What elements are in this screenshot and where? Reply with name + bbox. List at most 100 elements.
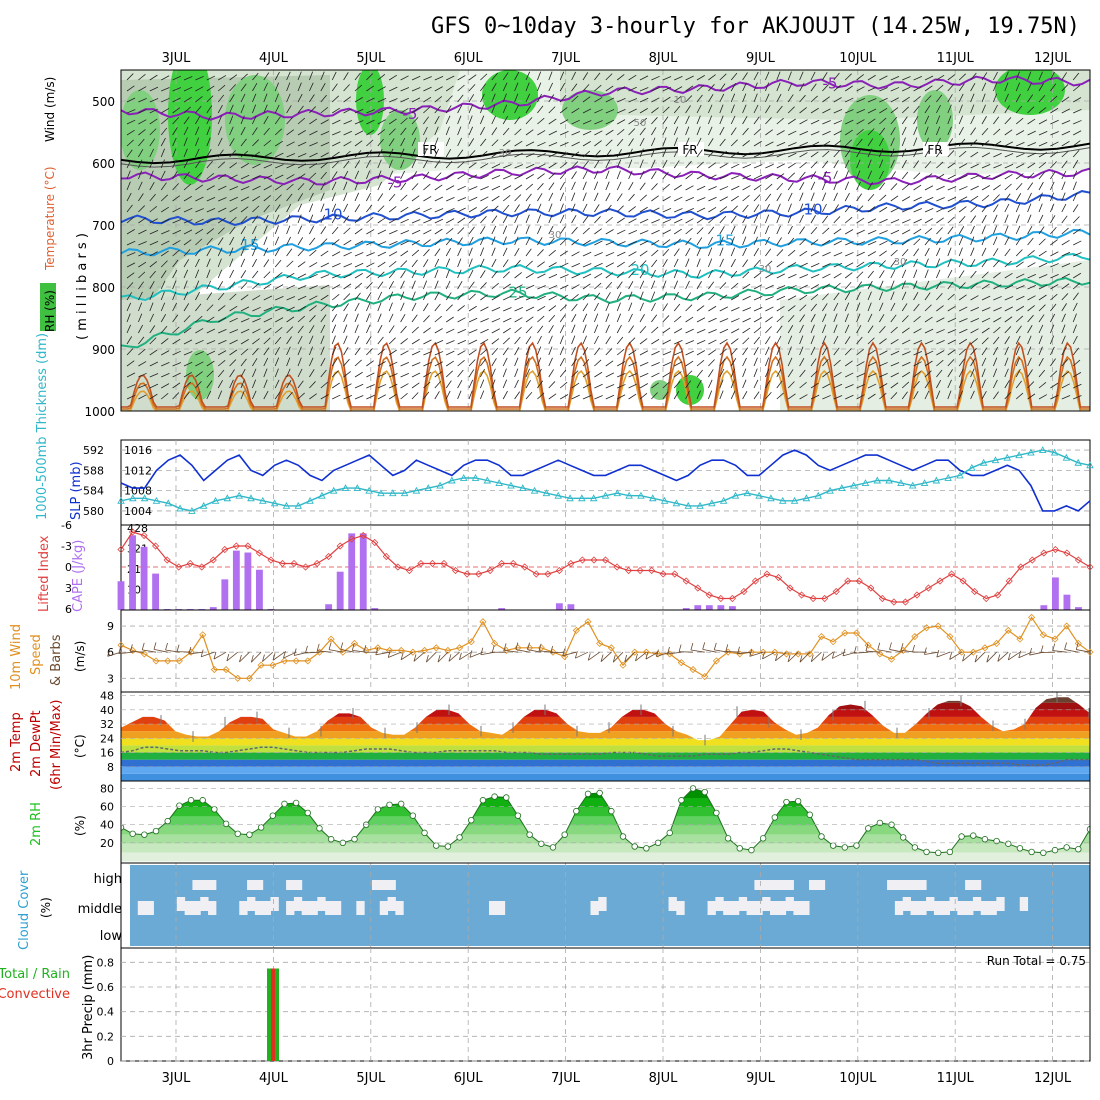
wind-barb <box>217 305 226 312</box>
wind-barb <box>138 170 143 180</box>
wind-barb <box>708 162 716 169</box>
wind-barb <box>890 350 900 356</box>
wind-barb <box>1015 93 1021 103</box>
wind-barb <box>126 97 136 103</box>
date-tick-bottom: 3JUL <box>162 1071 192 1086</box>
temp-contour-label: 15 <box>715 232 734 250</box>
wind-barb <box>810 83 817 92</box>
wind-barb <box>297 295 307 301</box>
wind-barb <box>423 148 428 158</box>
wind-barb <box>445 85 454 92</box>
wind-barb <box>525 82 530 92</box>
wind-barb <box>1004 368 1009 378</box>
wind-barbs-label: & Barbs <box>49 634 64 686</box>
wind-barb <box>354 359 362 367</box>
wind-barb <box>445 292 452 301</box>
wind-barb <box>890 259 897 268</box>
wind-barb <box>833 216 841 224</box>
wind-barb <box>833 272 842 279</box>
wind-barb <box>1027 393 1036 400</box>
wind-barb <box>445 269 450 279</box>
wind-barb <box>947 329 957 334</box>
wind-barb <box>400 325 407 334</box>
wind-speed-marker <box>514 644 522 652</box>
y-tick-label: 3 <box>107 672 114 685</box>
wind-barb <box>1073 97 1082 103</box>
wind-barb <box>138 261 147 268</box>
thickness-marker <box>968 463 976 471</box>
wind-barb-flag <box>469 650 473 658</box>
wind-barb <box>742 93 747 103</box>
wind-barb <box>1038 94 1046 103</box>
wind-barb <box>525 105 532 114</box>
date-tick-top: 7JUL <box>551 51 581 66</box>
wind-barb <box>480 247 485 257</box>
wind-barb-10m <box>679 651 694 653</box>
wind-barb <box>753 346 759 356</box>
rh-contour-label: 30 <box>549 230 562 241</box>
wind-barb <box>172 97 181 103</box>
wind-barb <box>240 138 247 147</box>
wind-barb <box>240 306 250 312</box>
wind-barb <box>799 119 808 125</box>
wind-barb <box>1015 368 1021 378</box>
wind-barb <box>822 263 831 268</box>
cloud-mid-cell <box>395 901 404 915</box>
wind-barb <box>947 317 957 323</box>
wind-barb <box>571 71 577 81</box>
wind-barb-10m <box>799 651 811 663</box>
wind-barb <box>423 219 432 224</box>
wind-barb <box>149 138 156 147</box>
wind-barb <box>548 325 554 334</box>
wind-barb <box>845 109 854 114</box>
rh-marker <box>1028 848 1035 856</box>
wind-barb <box>879 206 888 213</box>
wind-barb <box>491 215 498 224</box>
wind-barb <box>411 195 420 202</box>
wind-barb <box>765 336 771 345</box>
cloud-mid-cell <box>286 901 295 915</box>
wind-barb <box>879 170 884 180</box>
wind-barb <box>320 162 329 169</box>
wind-barb <box>537 315 545 323</box>
wind-speed-marker <box>993 639 1001 648</box>
wind-barb <box>594 120 603 125</box>
cloud-mid-cell <box>379 901 389 915</box>
wind-barb <box>195 148 200 158</box>
wind-barb <box>799 238 807 246</box>
wind-barb <box>685 316 694 323</box>
y-tick-label: 0.6 <box>97 981 115 994</box>
wind-barb <box>354 181 359 191</box>
wind-barb <box>1004 183 1012 191</box>
wind-barb <box>1016 141 1025 147</box>
wind-barb <box>924 340 934 345</box>
wind-barb <box>434 248 441 257</box>
wind-barb <box>263 225 268 235</box>
wind-barb <box>719 236 724 246</box>
wind-barb <box>468 369 475 378</box>
wind-barb <box>765 316 773 323</box>
date-tick-top: 9JUL <box>746 51 776 66</box>
wind-barb <box>366 119 375 125</box>
wind-barb <box>696 227 704 235</box>
wind-barb <box>331 382 340 389</box>
wind-barb <box>377 271 385 279</box>
wind-barb <box>445 160 453 169</box>
wind-barb <box>993 248 999 257</box>
wind-barb <box>240 93 246 103</box>
wind-speed-marker <box>1086 648 1094 656</box>
cloud-high-cell <box>254 880 264 890</box>
wind-barb <box>616 159 622 169</box>
date-tick-bottom: 9JUL <box>746 1071 776 1086</box>
wind-barb <box>491 195 500 202</box>
wind-barb <box>149 86 159 92</box>
cloud-high-cell <box>902 880 911 890</box>
wind-barb <box>708 150 715 158</box>
wind-barb <box>628 393 637 400</box>
wind-barb <box>685 208 694 213</box>
wind-speed-marker <box>257 661 265 669</box>
wind-barb <box>867 148 873 158</box>
wind-barb <box>434 148 440 158</box>
wind-barb-flag <box>810 654 814 662</box>
li-marker <box>405 566 413 575</box>
